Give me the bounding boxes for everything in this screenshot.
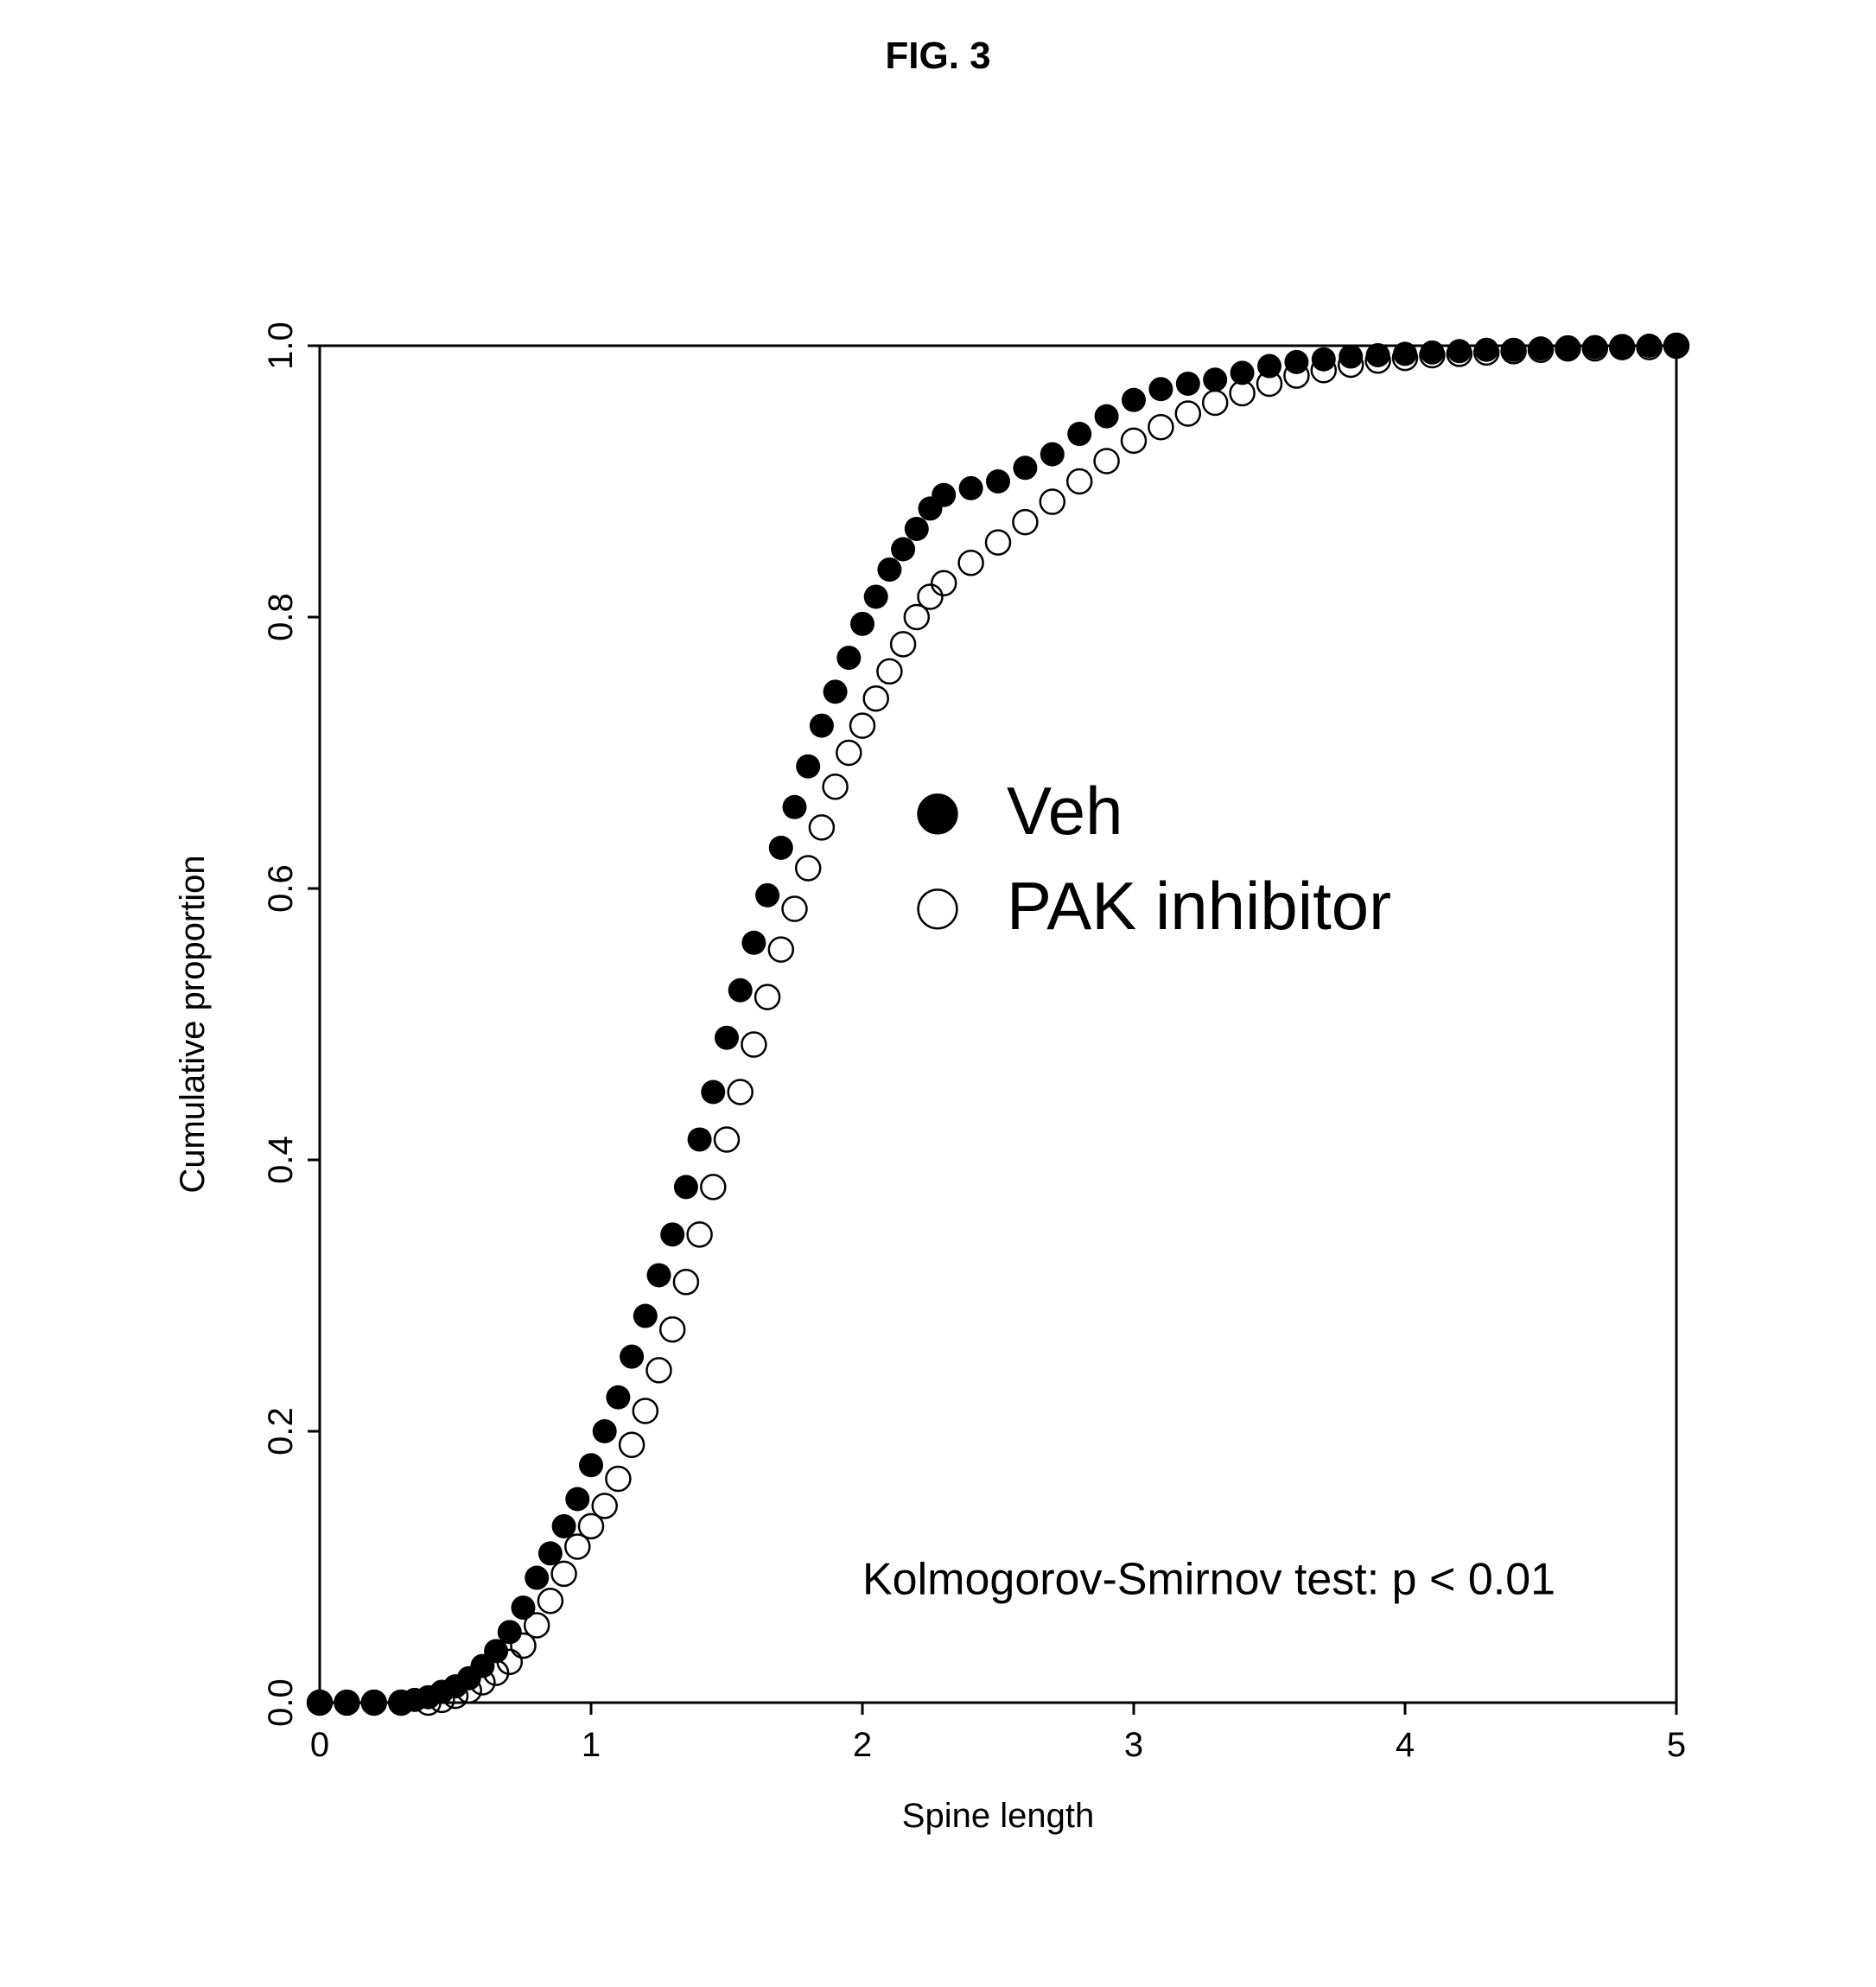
x-tick-label: 4 <box>1396 1726 1415 1764</box>
chart-container: 0 1 2 3 4 5 Spine length 0.0 0.2 0.4 0.6 0.8 1.0 Cumu… <box>121 294 1754 1936</box>
data-point <box>1067 422 1091 446</box>
data-point <box>701 1080 725 1105</box>
data-point <box>633 1304 658 1328</box>
y-tick-label: 0.2 <box>262 1407 300 1455</box>
data-point <box>715 1026 739 1050</box>
data-point <box>647 1263 671 1287</box>
y-tick-label: 0.6 <box>262 864 300 913</box>
data-point <box>769 836 793 860</box>
data-point <box>579 1453 603 1477</box>
data-point <box>891 538 915 562</box>
data-point <box>1040 443 1065 467</box>
y-tick-label: 0.4 <box>262 1136 300 1184</box>
stat-annotation: Kolmogorov-Smirnov test: p < 0.01 <box>862 1554 1555 1604</box>
data-point <box>836 646 861 670</box>
data-point <box>1176 372 1200 396</box>
data-point <box>1013 455 1037 480</box>
data-point <box>1095 404 1119 429</box>
data-point <box>1312 347 1336 372</box>
data-point <box>674 1175 698 1199</box>
data-point <box>824 679 848 704</box>
data-point <box>512 1595 536 1620</box>
x-tick-label: 2 <box>853 1726 872 1764</box>
y-tick-label: 1.0 <box>262 322 300 370</box>
legend-label: Veh <box>1007 773 1122 849</box>
data-point <box>660 1222 684 1246</box>
y-tick-label: 0.0 <box>262 1678 300 1727</box>
data-point <box>905 517 929 541</box>
plot-border <box>320 346 1676 1703</box>
y-axis-label: Cumulative proportion <box>174 855 212 1193</box>
data-point <box>1366 343 1390 367</box>
data-point <box>810 714 834 738</box>
data-point <box>864 584 888 608</box>
figure-label: FIG. 3 <box>0 35 1876 78</box>
x-tick-label: 1 <box>582 1726 601 1764</box>
data-point <box>850 612 874 636</box>
data-point <box>606 1385 630 1410</box>
y-tick-label: 0.8 <box>262 593 300 641</box>
x-tick-label: 3 <box>1124 1726 1143 1764</box>
data-point <box>877 557 901 582</box>
data-point <box>755 883 779 908</box>
data-point <box>796 755 820 779</box>
data-point <box>728 978 753 1003</box>
data-point <box>1284 350 1308 374</box>
data-point <box>1148 377 1173 401</box>
ecdf-chart: 0 1 2 3 4 5 Spine length 0.0 0.2 0.4 0.6 0.8 1.0 Cumu… <box>121 294 1754 1936</box>
data-point <box>783 795 807 819</box>
data-point <box>620 1345 644 1369</box>
data-point <box>959 476 983 500</box>
x-tick-label: 0 <box>310 1726 329 1764</box>
legend-marker <box>919 794 957 833</box>
data-point <box>525 1566 549 1590</box>
x-tick-label: 5 <box>1667 1726 1686 1764</box>
data-point <box>932 483 956 507</box>
data-point <box>1122 388 1146 412</box>
x-axis-label: Spine length <box>902 1797 1094 1835</box>
data-point <box>593 1419 617 1443</box>
legend-label: PAK inhibitor <box>1007 868 1391 944</box>
data-point <box>741 931 766 955</box>
data-point <box>1203 367 1227 392</box>
data-point <box>498 1620 522 1644</box>
data-point <box>565 1487 589 1512</box>
data-point <box>986 469 1010 494</box>
data-point <box>688 1127 712 1151</box>
